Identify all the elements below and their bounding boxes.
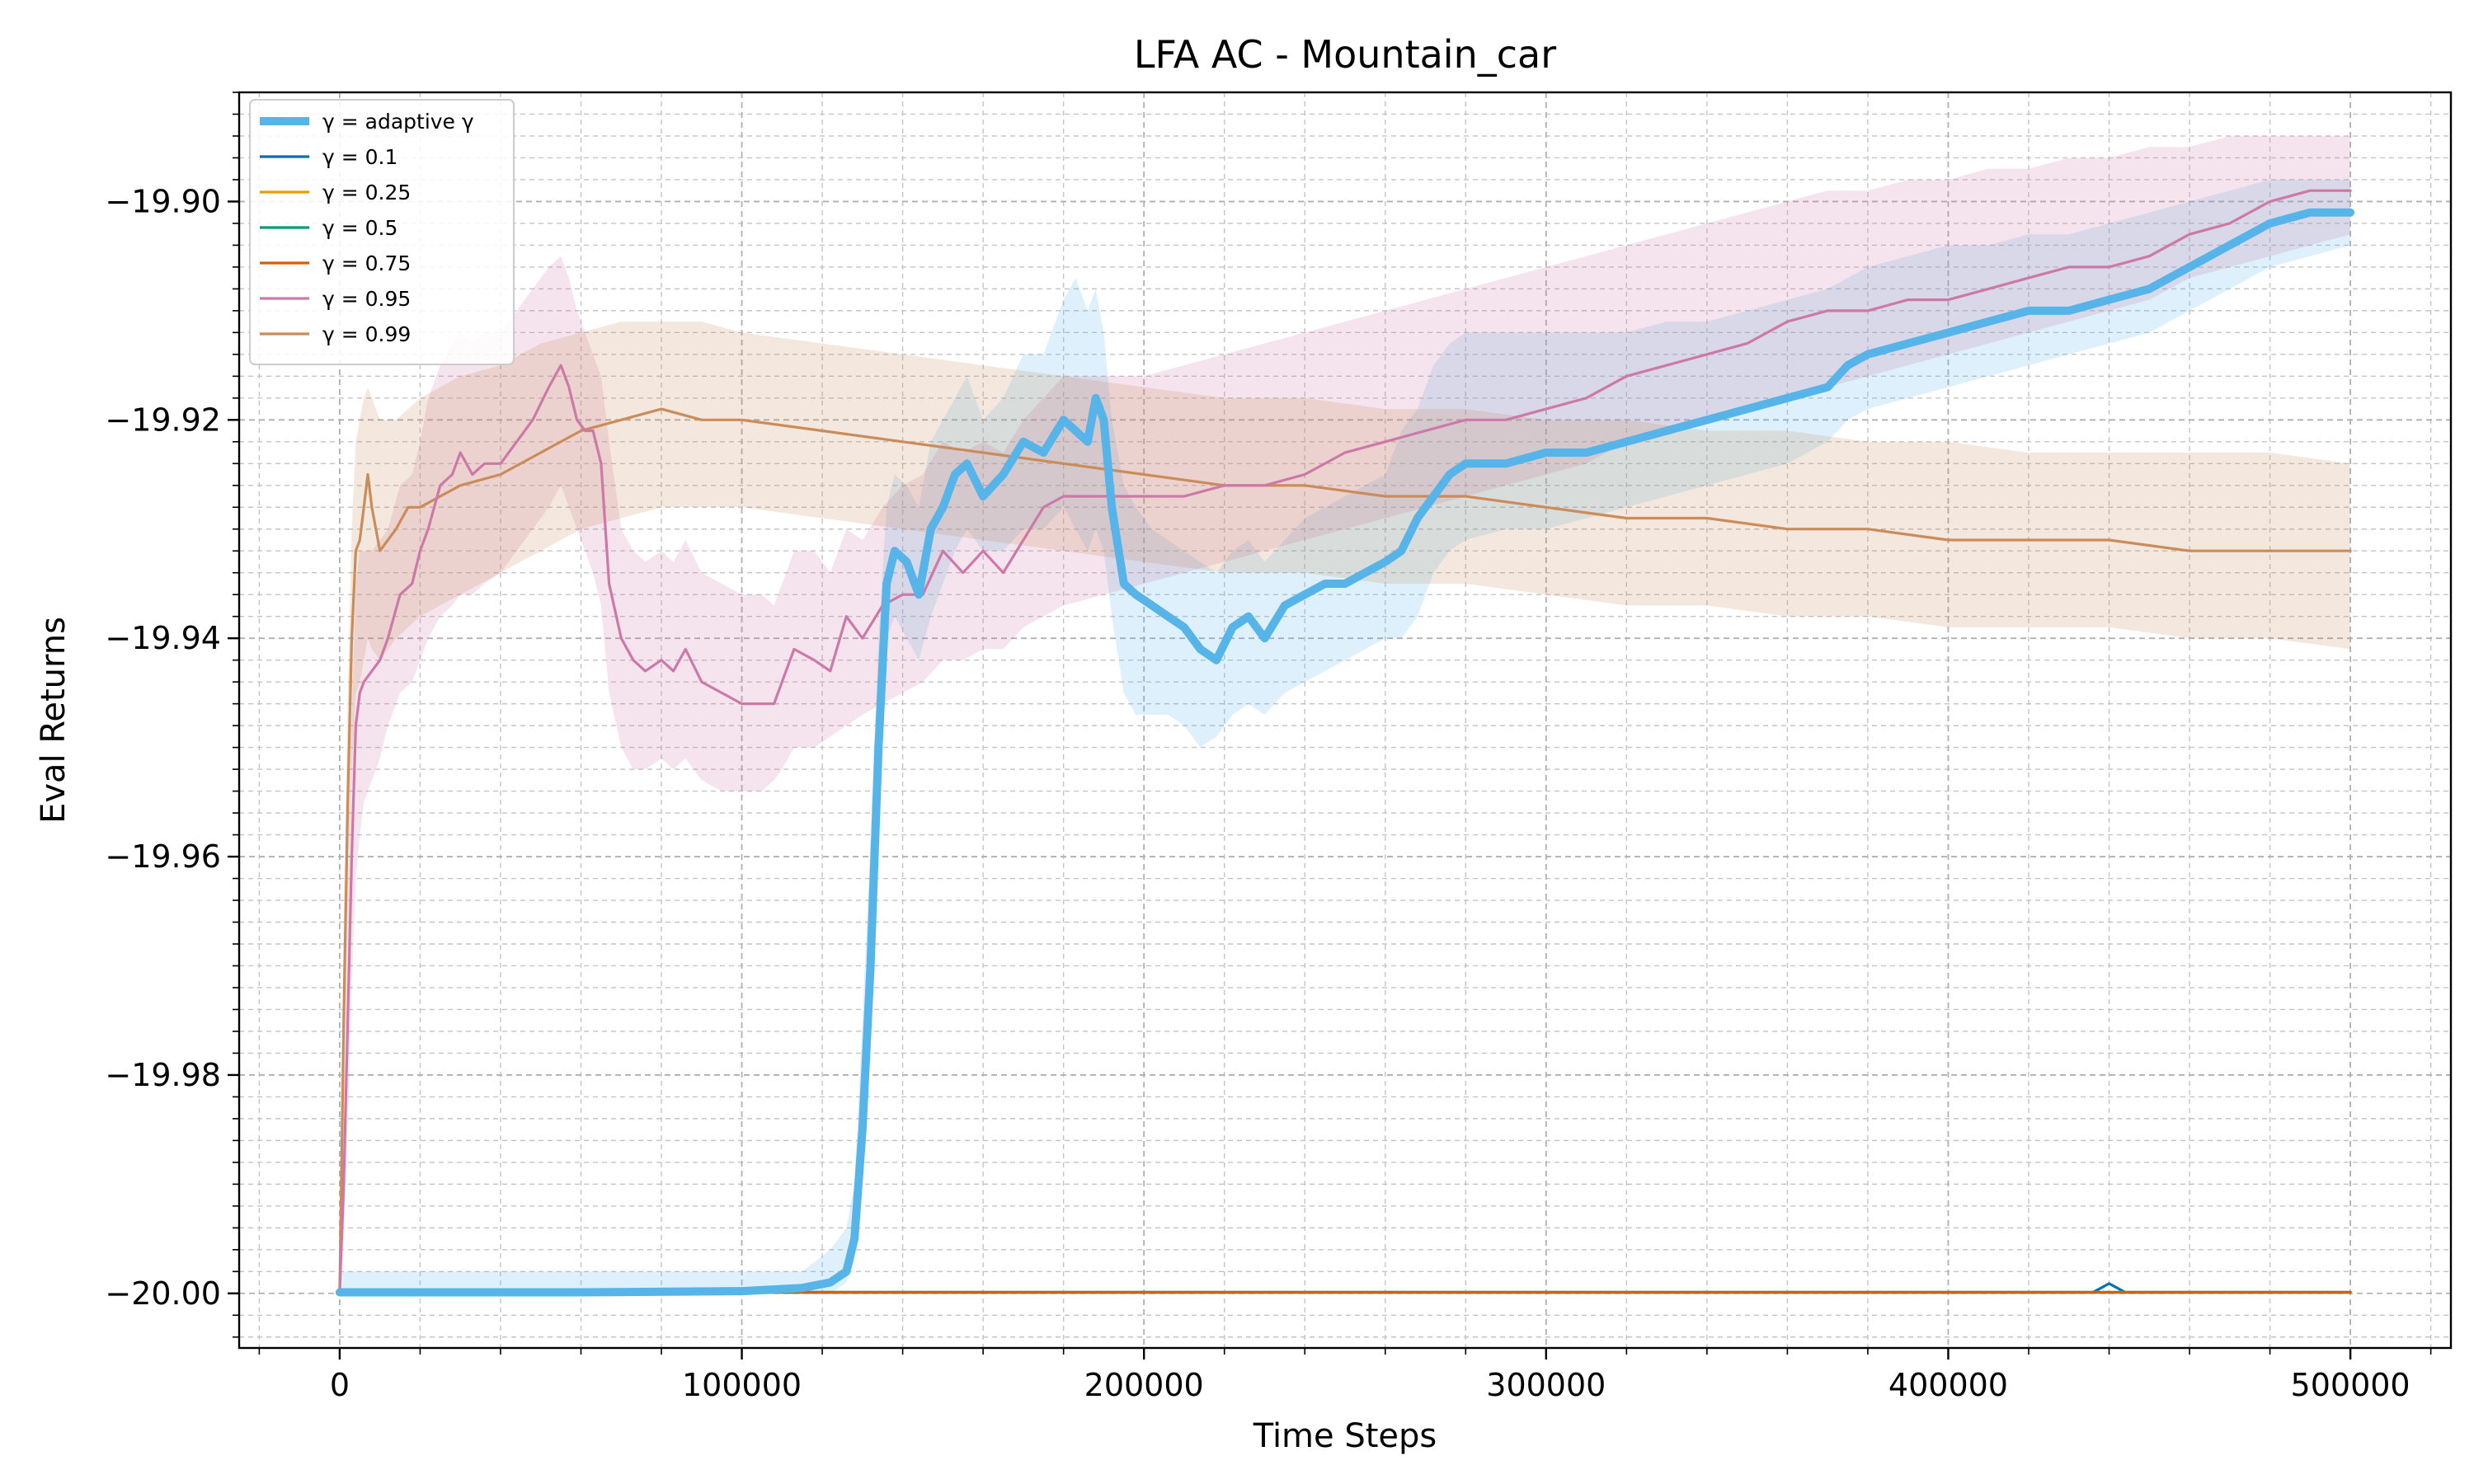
legend-label-4: γ = 0.75	[322, 251, 411, 275]
x-axis-label: Time Steps	[1253, 1417, 1437, 1455]
legend-label-2: γ = 0.25	[322, 181, 411, 204]
x-tick-label: 200000	[1084, 1367, 1204, 1403]
y-tick-label: −19.94	[105, 620, 221, 656]
y-tick-label: −19.96	[105, 838, 221, 875]
x-tick-label: 0	[330, 1367, 350, 1403]
x-tick-label: 300000	[1486, 1367, 1606, 1403]
legend: γ = adaptive γ γ = 0.1 γ = 0.25 γ = 0.5 γ = …	[249, 99, 515, 365]
legend-box	[249, 99, 515, 365]
y-tick-label: −20.00	[105, 1275, 221, 1312]
series-0-line	[335, 208, 2355, 1297]
series-6-line	[338, 407, 2352, 1294]
x-tick-label: 400000	[1888, 1367, 2008, 1403]
y-axis-label: Eval Returns	[35, 617, 73, 824]
legend-label-6: γ = 0.99	[322, 322, 411, 346]
y-tick-label: −19.92	[105, 402, 221, 438]
x-tick-label: 500000	[2291, 1367, 2411, 1403]
y-tick-label: −19.98	[105, 1057, 221, 1093]
series-lines	[335, 189, 2355, 1297]
series-6-band	[339, 322, 2351, 1294]
legend-label-1: γ = 0.1	[322, 145, 397, 169]
y-tick-label: −19.90	[105, 183, 221, 219]
x-tick-label: 100000	[682, 1367, 802, 1403]
series-5-band	[339, 136, 2351, 1294]
legend-label-0: γ = adaptive γ	[322, 110, 474, 134]
legend-label-3: γ = 0.5	[322, 216, 397, 240]
chart-title: LFA AC - Mountain_car	[1134, 32, 1556, 77]
plot-frame	[238, 91, 2453, 1350]
axis-ticks: 0 100000 200000 300000 400000 500000 −20.00 −19…	[105, 92, 2432, 1403]
legend-label-5: γ = 0.95	[322, 287, 411, 311]
series-5-line	[338, 189, 2352, 1294]
